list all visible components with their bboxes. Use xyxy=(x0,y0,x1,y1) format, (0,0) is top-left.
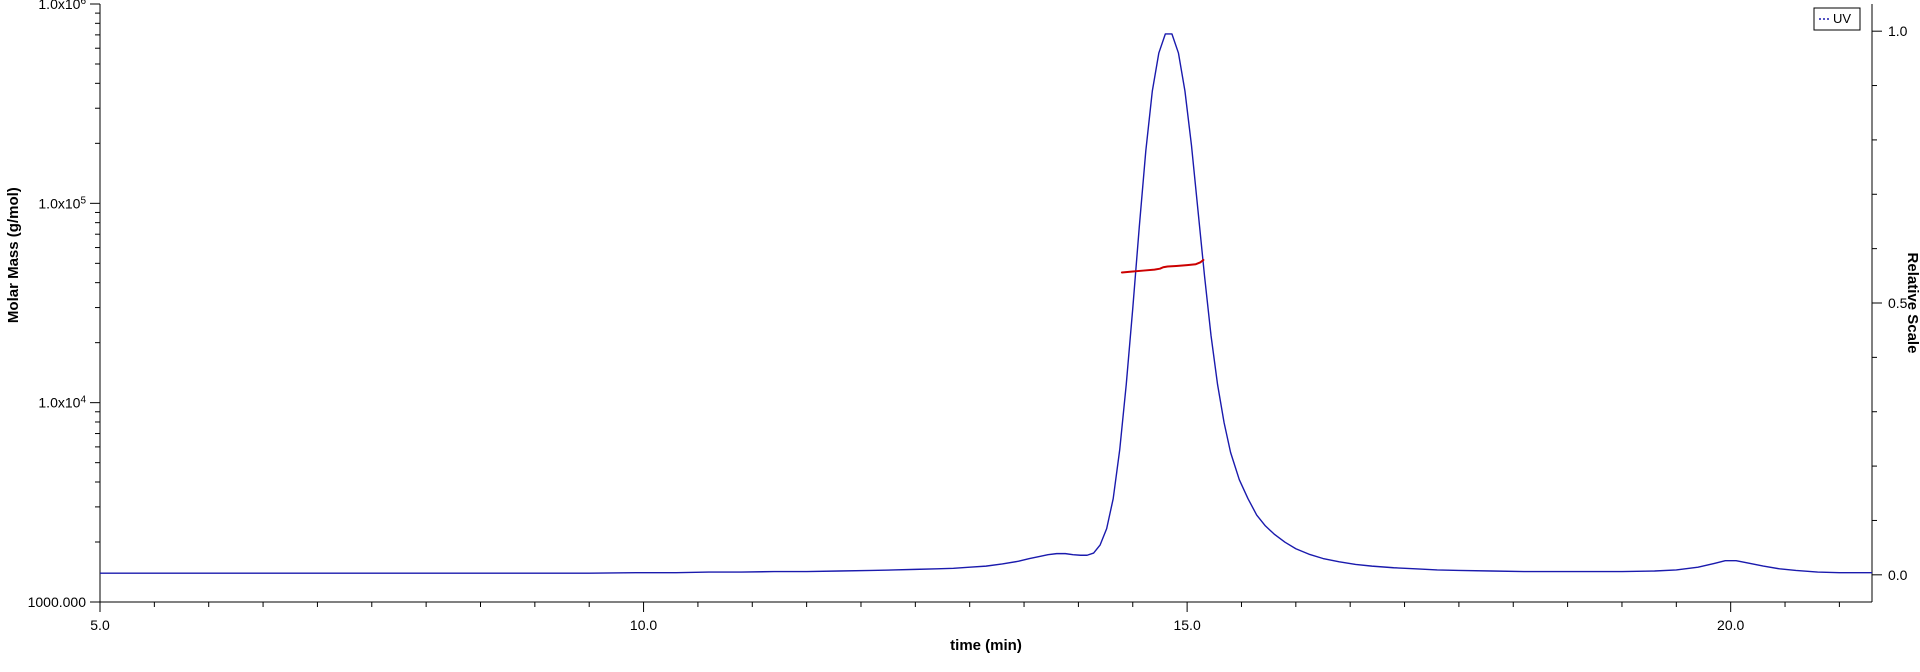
x-tick-label: 15.0 xyxy=(1173,617,1200,633)
yl-tick-label: 1.0x106 xyxy=(38,0,86,12)
chromatogram-chart: 5.0 10.0 15.0 20.0 time (min) 1000.000 1.0x104… xyxy=(0,0,1920,672)
yl-tick-label: 1.0x105 xyxy=(38,195,86,212)
x-axis-label: time (min) xyxy=(950,637,1022,654)
series-group xyxy=(100,34,1872,573)
yr-tick-label: 0.0 xyxy=(1888,567,1908,583)
yl-tick-label: 1000.000 xyxy=(28,594,87,610)
series-molar-mass xyxy=(1122,260,1204,273)
x-tick-label: 20.0 xyxy=(1717,617,1744,633)
x-tick-label: 10.0 xyxy=(630,617,657,633)
y-left-axis-label: Molar Mass (g/mol) xyxy=(5,187,22,323)
yl-tick-label: 1.0x104 xyxy=(38,394,86,411)
legend-label: UV xyxy=(1833,11,1851,26)
yr-tick-label: 1.0 xyxy=(1888,23,1908,39)
series-uv xyxy=(100,34,1872,573)
x-tick-label: 5.0 xyxy=(90,617,110,633)
y-right-axis-label: Relative Scale xyxy=(1904,253,1920,354)
chart-svg: 5.0 10.0 15.0 20.0 time (min) 1000.000 1.0x104… xyxy=(0,0,1920,672)
